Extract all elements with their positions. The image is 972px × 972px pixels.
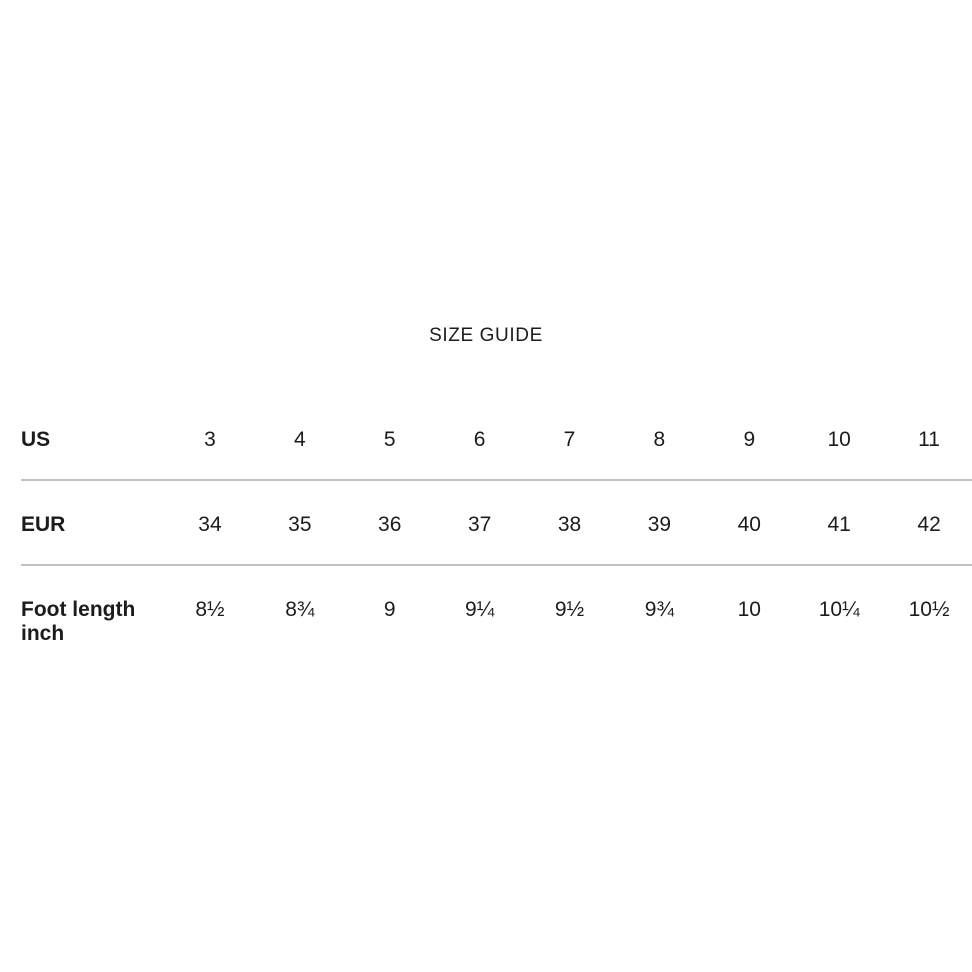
page-title: SIZE GUIDE xyxy=(429,325,543,346)
foot-length-value: 10 xyxy=(737,598,761,621)
row-label-foot-length: Foot length inch xyxy=(21,598,136,645)
eur-size-value: 41 xyxy=(827,513,851,536)
foot-length-value: 9½ xyxy=(554,598,585,621)
table-row-eur: EUR 34 35 36 37 38 39 40 41 42 xyxy=(21,481,972,566)
row-label-us: US xyxy=(21,428,51,451)
foot-length-value: 10¼ xyxy=(818,598,860,621)
us-size-value: 7 xyxy=(563,428,576,451)
table-row-us: US 3 4 5 6 7 8 9 10 11 xyxy=(21,396,972,481)
eur-size-value: 38 xyxy=(557,513,582,536)
us-size-value: 9 xyxy=(743,428,756,451)
table-row-foot-length: Foot length inch 8½ 8¾ 9 9¼ 9½ 9¾ 10 10¼… xyxy=(21,566,972,651)
eur-size-value: 34 xyxy=(198,513,222,536)
foot-length-value: 9¼ xyxy=(465,598,495,621)
eur-size-value: 35 xyxy=(288,513,312,536)
us-size-value: 6 xyxy=(473,428,486,451)
us-size-value: 3 xyxy=(204,428,216,451)
foot-length-value: 9¾ xyxy=(644,598,674,621)
eur-size-value: 40 xyxy=(737,513,761,536)
eur-size-value: 36 xyxy=(378,513,402,536)
eur-size-value: 39 xyxy=(647,513,672,536)
us-size-value: 8 xyxy=(653,428,666,451)
us-size-value: 4 xyxy=(293,428,306,451)
eur-size-value: 42 xyxy=(917,513,941,536)
foot-length-value: 8¾ xyxy=(285,598,315,621)
foot-length-value: 10½ xyxy=(908,598,950,621)
row-label-eur: EUR xyxy=(21,513,66,536)
us-size-value: 5 xyxy=(383,428,396,451)
size-table: US 3 4 5 6 7 8 9 10 11 EUR 34 35 36 37 3… xyxy=(21,396,972,651)
eur-size-value: 37 xyxy=(467,513,492,536)
foot-length-value: 8½ xyxy=(195,598,225,621)
foot-length-value: 9 xyxy=(383,598,396,621)
us-size-value: 11 xyxy=(918,428,940,451)
us-size-value: 10 xyxy=(827,428,851,451)
